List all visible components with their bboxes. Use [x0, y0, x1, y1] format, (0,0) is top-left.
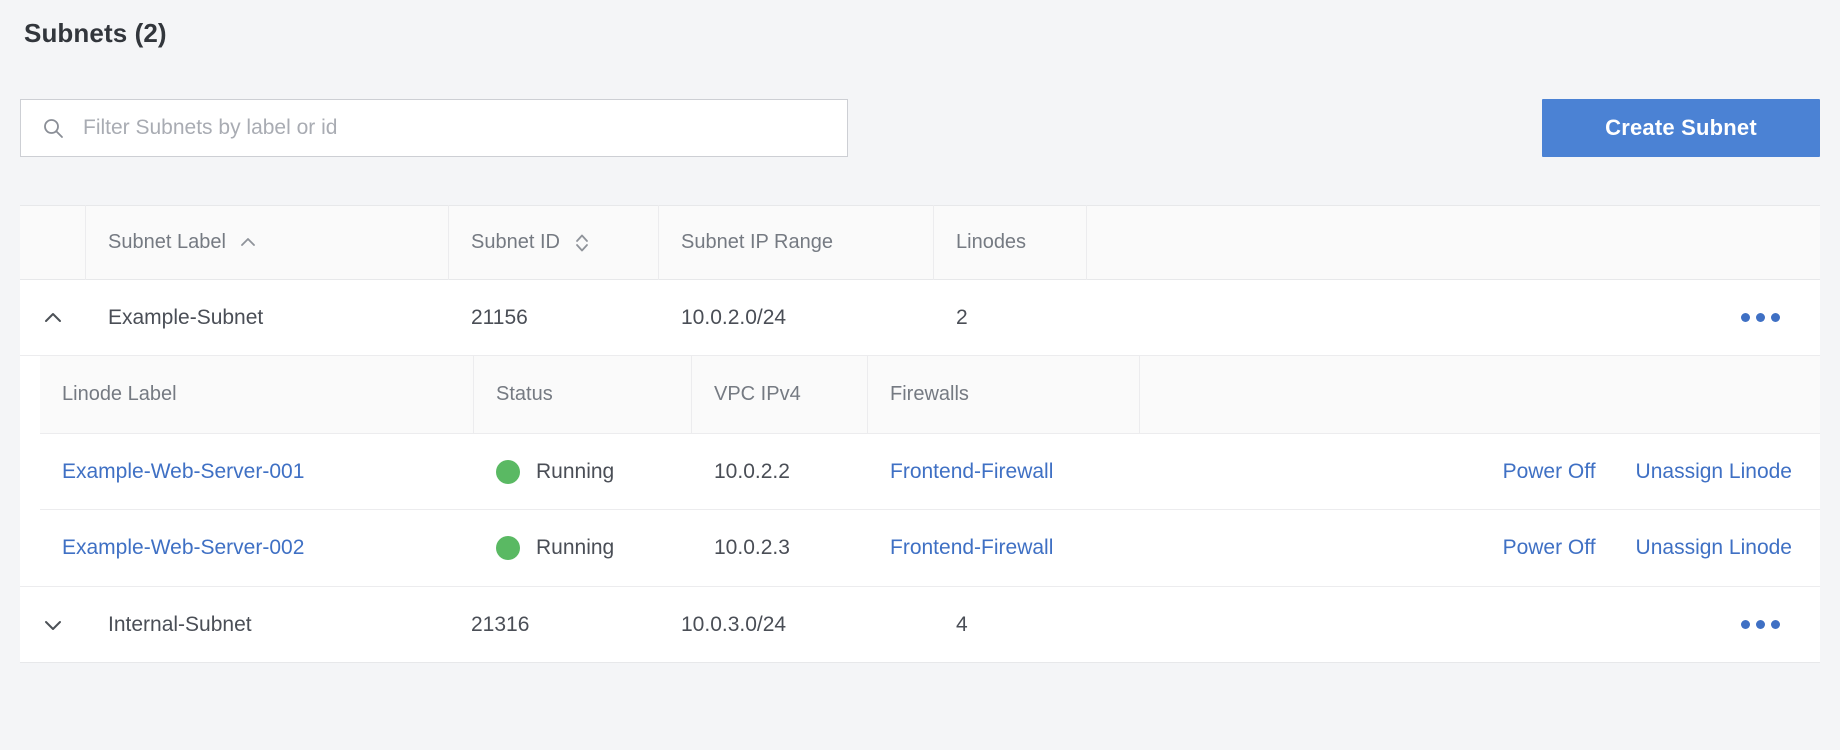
unassign-linode-button[interactable]: Unassign Linode	[1635, 459, 1792, 483]
cell-row-actions	[1087, 280, 1820, 355]
subnets-toolbar: Create Subnet	[20, 99, 1820, 165]
nth-actions-spacer	[1140, 356, 1820, 434]
cell-subnet-ip-range: 10.0.2.0/24	[681, 305, 787, 329]
search-box[interactable]	[20, 99, 848, 157]
cell-status: Running	[474, 434, 692, 509]
chevron-down-icon[interactable]	[20, 587, 86, 662]
cell-subnet-label: Internal-Subnet	[108, 612, 252, 636]
cell-subnet-ip-range: 10.0.3.0/24	[681, 612, 787, 636]
nested-header-row: Linode Label Status VPC IPv4 Firewalls	[40, 355, 1820, 434]
status-dot-icon	[496, 536, 520, 560]
sort-asc-icon	[238, 233, 258, 253]
chevron-up-icon[interactable]	[20, 280, 86, 355]
th-subnet-label[interactable]: Subnet Label	[86, 205, 449, 280]
nth-firewalls: Firewalls	[868, 355, 1140, 434]
list-item: Example-Web-Server-001 Running 10.0.2.2 …	[40, 434, 1820, 510]
page-title: Subnets (2)	[24, 18, 167, 48]
firewall-link[interactable]: Frontend-Firewall	[890, 459, 1054, 483]
table-row[interactable]: Example-Subnet 21156 10.0.2.0/24 2	[20, 280, 1820, 356]
status-text: Running	[536, 459, 615, 483]
cell-row-actions	[1087, 587, 1820, 662]
cell-linode-label: Example-Web-Server-001	[40, 434, 474, 509]
cell-linode-label: Example-Web-Server-002	[40, 510, 474, 586]
cell-vpc-ipv4: 10.0.2.3	[714, 536, 790, 559]
firewall-link[interactable]: Frontend-Firewall	[890, 536, 1054, 559]
cell-subnet-id: 21316	[471, 612, 530, 636]
th-subnet-ip-range: Subnet IP Range	[659, 205, 934, 280]
cell-vpc-ipv4: 10.0.2.2	[714, 459, 790, 483]
sort-none-icon	[572, 232, 592, 254]
status-dot-icon	[496, 459, 520, 484]
cell-linodes-count: 2	[956, 305, 968, 329]
subnets-table: Subnet Label Subnet ID Subnet IP Ra	[20, 205, 1820, 663]
unassign-linode-button[interactable]: Unassign Linode	[1635, 536, 1792, 559]
list-item: Example-Web-Server-002 Running 10.0.2.3 …	[40, 510, 1820, 586]
th-actions-spacer	[1087, 205, 1820, 280]
power-off-button[interactable]: Power Off	[1502, 536, 1596, 559]
cell-subnet-label: Example-Subnet	[108, 305, 264, 329]
nth-linode-label-text: Linode Label	[62, 383, 177, 405]
th-subnet-id-text: Subnet ID	[471, 231, 560, 253]
table-header-row: Subnet Label Subnet ID Subnet IP Ra	[20, 205, 1820, 280]
th-subnet-ip-range-text: Subnet IP Range	[681, 231, 833, 253]
nth-status: Status	[474, 355, 692, 434]
table-row[interactable]: Internal-Subnet 21316 10.0.3.0/24 4	[20, 587, 1820, 663]
cell-linodes-count: 4	[956, 612, 968, 636]
create-subnet-button[interactable]: Create Subnet	[1542, 99, 1820, 157]
nth-status-text: Status	[496, 383, 553, 405]
th-linodes: Linodes	[934, 205, 1087, 280]
nested-linodes-table: Linode Label Status VPC IPv4 Firewalls E…	[20, 355, 1820, 587]
status-text: Running	[536, 536, 615, 559]
th-toggle-spacer	[20, 205, 86, 280]
ellipsis-icon[interactable]	[1733, 305, 1788, 330]
th-linodes-text: Linodes	[956, 231, 1027, 253]
nth-linode-label: Linode Label	[40, 355, 474, 434]
cell-firewalls: Frontend-Firewall	[868, 434, 1140, 509]
search-icon	[41, 116, 65, 140]
nth-firewalls-text: Firewalls	[890, 383, 969, 405]
nth-vpc-ipv4-text: VPC IPv4	[714, 383, 801, 405]
cell-status: Running	[474, 510, 692, 586]
cell-linode-actions: Power Off Unassign Linode	[1140, 434, 1820, 509]
cell-firewalls: Frontend-Firewall	[868, 510, 1140, 586]
ellipsis-icon[interactable]	[1733, 612, 1788, 637]
power-off-button[interactable]: Power Off	[1502, 459, 1596, 483]
cell-subnet-id: 21156	[471, 305, 528, 329]
search-input[interactable]	[83, 100, 847, 156]
cell-linode-actions: Power Off Unassign Linode	[1140, 510, 1820, 586]
th-subnet-id[interactable]: Subnet ID	[449, 205, 659, 280]
linode-label-link[interactable]: Example-Web-Server-001	[62, 459, 305, 483]
nth-vpc-ipv4: VPC IPv4	[692, 355, 868, 434]
linode-label-link[interactable]: Example-Web-Server-002	[62, 536, 305, 559]
th-subnet-label-text: Subnet Label	[108, 231, 226, 253]
